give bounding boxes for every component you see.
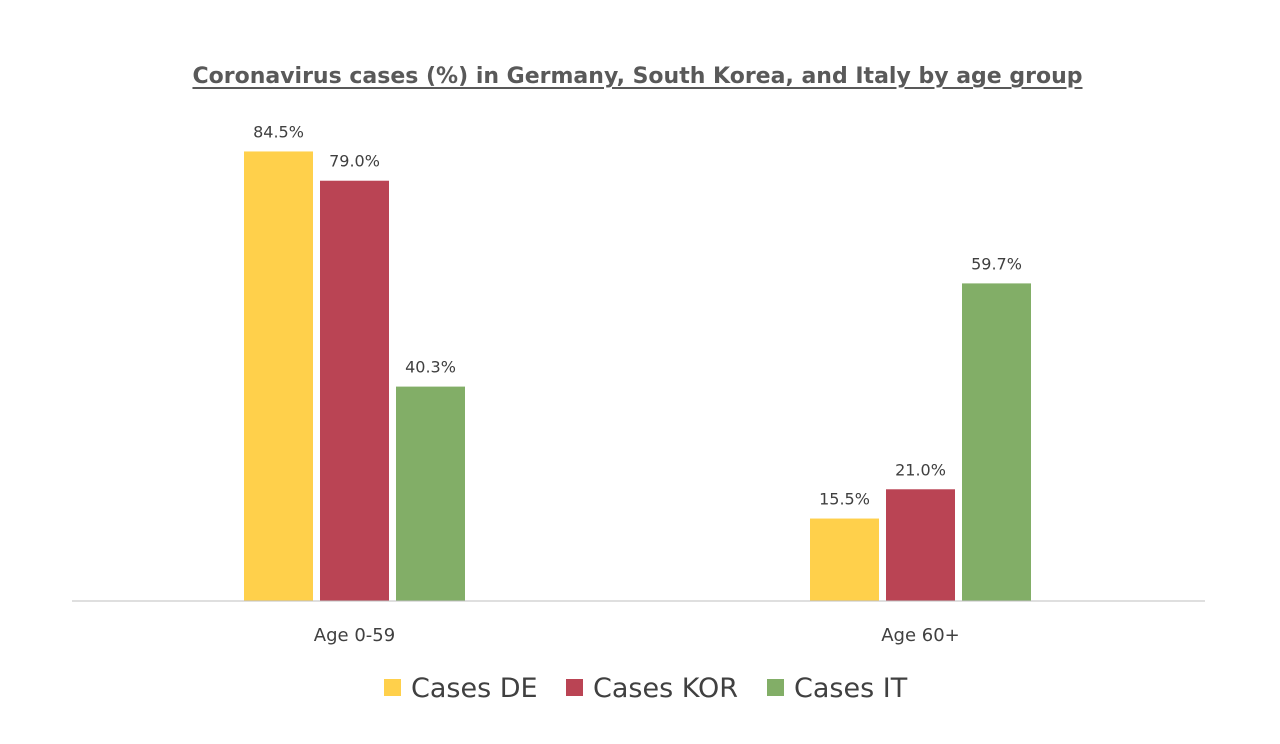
data-label-cases-de-age-60: 15.5% xyxy=(819,490,870,509)
legend-swatch-cases-de xyxy=(384,679,401,696)
bar-cases-kor-age-0-59 xyxy=(320,180,389,601)
category-label-age-0-59: Age 0-59 xyxy=(314,625,395,646)
bar-cases-de-age-0-59 xyxy=(244,151,313,601)
bar-cases-kor-age-60 xyxy=(886,489,955,601)
category-label-age-60: Age 60+ xyxy=(881,625,960,646)
legend-swatch-cases-kor xyxy=(566,679,583,696)
legend-label-cases-it: Cases IT xyxy=(794,673,908,704)
data-labels-layer: 84.5% 79.0% 40.3% 15.5% 21.0% 59.7% xyxy=(253,122,1022,508)
bars-layer xyxy=(244,151,1031,601)
data-label-cases-it-age-60: 59.7% xyxy=(971,254,1022,273)
bar-cases-de-age-60 xyxy=(810,518,879,601)
data-label-cases-de-age-0-59: 84.5% xyxy=(253,122,304,141)
legend-label-cases-kor: Cases KOR xyxy=(593,673,738,704)
bar-cases-it-age-60 xyxy=(962,283,1031,601)
legend: Cases DE Cases KOR Cases IT xyxy=(384,673,908,704)
data-label-cases-it-age-0-59: 40.3% xyxy=(405,358,456,377)
chart-title: Coronavirus cases (%) in Germany, South … xyxy=(192,64,1083,89)
legend-swatch-cases-it xyxy=(767,679,784,696)
bar-cases-it-age-0-59 xyxy=(396,386,465,601)
legend-label-cases-de: Cases DE xyxy=(411,673,538,704)
category-labels-layer: Age 0-59 Age 60+ xyxy=(314,625,960,646)
data-label-cases-kor-age-0-59: 79.0% xyxy=(329,152,380,171)
data-label-cases-kor-age-60: 21.0% xyxy=(895,460,946,479)
